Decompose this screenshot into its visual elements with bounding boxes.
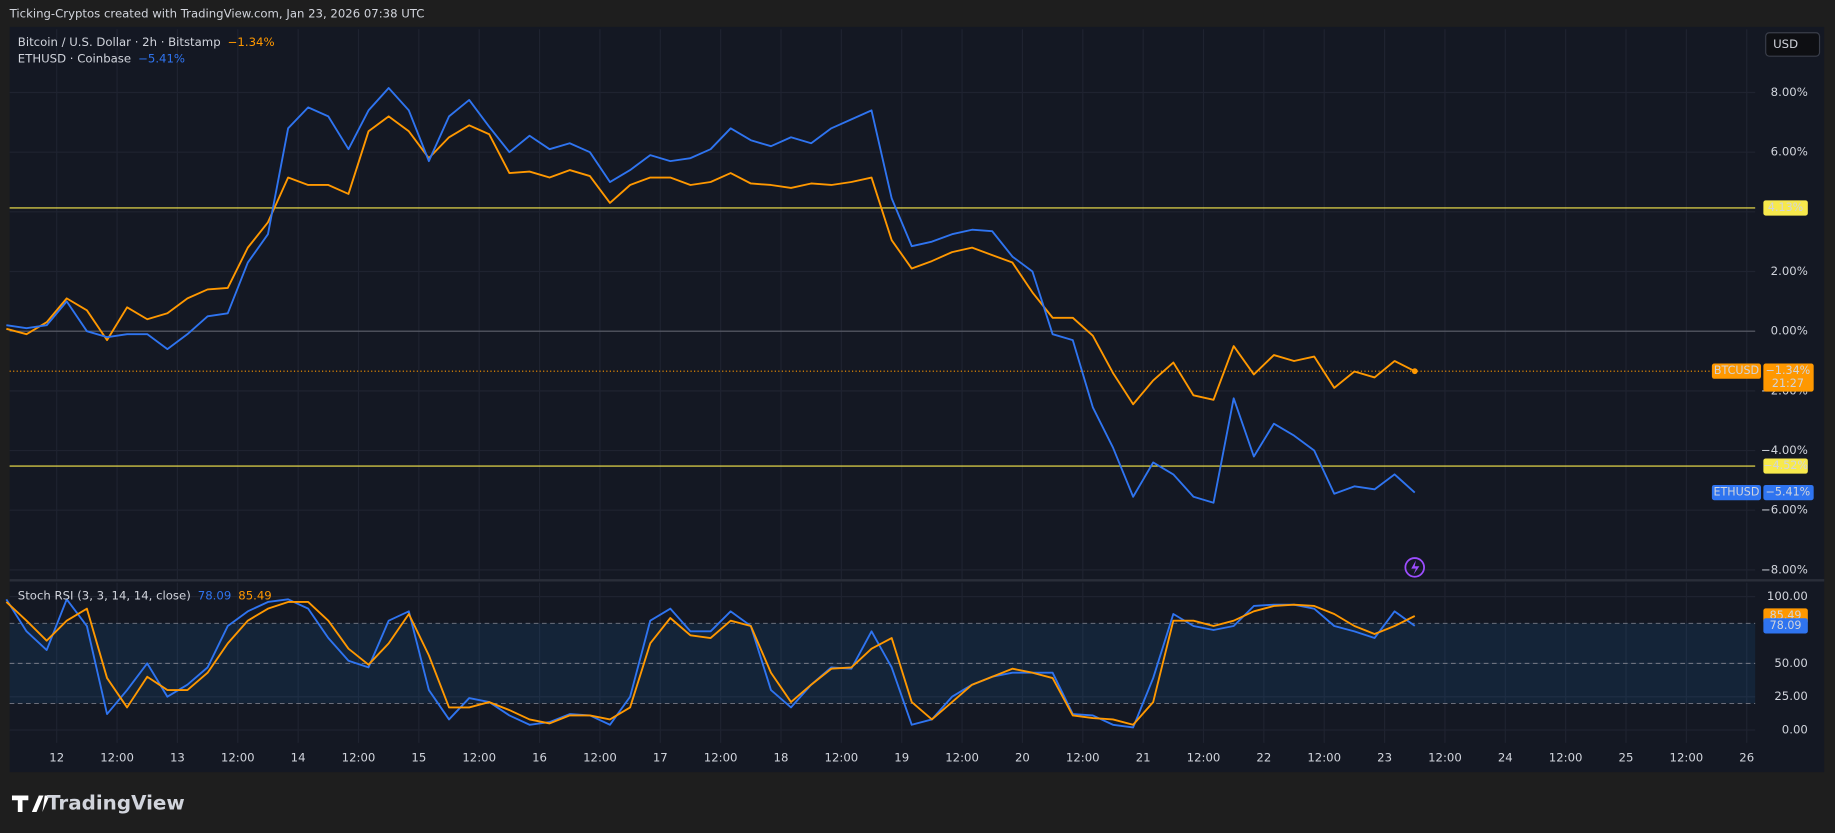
x-tick-label: 12:00 [221,751,255,765]
legend-change: −5.41% [138,51,185,65]
price-tag [1763,484,1814,501]
x-tick-label: 12:00 [1066,751,1100,765]
x-tick-label: 13 [170,751,185,765]
x-tick-label: 21 [1136,751,1151,765]
alert-bolt [1411,560,1420,575]
x-tick-label: 12:00 [583,751,617,765]
x-tick-label: 12 [49,751,64,765]
x-tick-label: 14 [291,751,306,765]
hline-tag [1763,200,1808,216]
header: Ticking-Cryptos created with TradingView… [9,7,425,21]
indicator-title: Stoch RSI (3, 3, 14, 14, close) [18,588,191,602]
series-line [5,601,1416,726]
symbol-label: BTCUSD [1714,364,1759,377]
currency-button[interactable] [1765,32,1821,57]
legend-change: −1.34% [228,35,275,49]
series-line [6,115,1416,406]
x-tick-label: 12:00 [100,751,134,765]
x-tick-label: 17 [653,751,668,765]
x-tick-label: 12:00 [945,751,979,765]
hline-label: 4.13% [1768,201,1803,214]
x-tick-label: 12:00 [825,751,859,765]
x-tick-label: 19 [894,751,909,765]
price-tag [1763,363,1814,392]
x-tick-label: 16 [532,751,547,765]
y-tick-label: 0.00% [1771,324,1808,338]
x-tick-label: 18 [774,751,789,765]
x-tick-label: 12:00 [1187,751,1221,765]
y-tick-label: −4.00% [1761,443,1808,457]
hline-tag [1763,458,1808,474]
x-tick-label: 12:00 [1549,751,1583,765]
hline-label: −4.52% [1763,459,1808,472]
x-tick-label: 12:00 [704,751,738,765]
indicator-tag-label: 78.09 [1770,619,1802,632]
chart-area [9,26,1825,773]
x-tick-label: 12:00 [462,751,496,765]
y-tick-label: 6.00% [1771,145,1808,159]
legend-entry: ETHUSD · Coinbase −5.41% [18,51,185,65]
currency-label[interactable]: USD [1773,37,1798,51]
countdown-label: 21:27 [1772,377,1804,390]
x-tick-label: 12:00 [1428,751,1462,765]
x-tick-label: 23 [1377,751,1392,765]
y-tick-label: −8.00% [1761,562,1808,576]
symbol-label: ETHUSD [1714,486,1760,499]
last-point [1411,368,1418,375]
chart-layer: 8.00%6.00%4.00%2.00%0.00%−2.00%−4.00%−6.… [5,29,1814,765]
x-tick-label: 12:00 [1307,751,1341,765]
legend-name: ETHUSD · Coinbase [18,51,131,65]
indicator-value: 85.49 [238,588,271,602]
y-tick-label: 0.00 [1782,723,1808,737]
price-label: −5.41% [1766,486,1811,499]
legend-entry: Bitcoin / U.S. Dollar · 2h · Bitstamp −1.… [18,35,275,49]
indicator-legend: Stoch RSI (3, 3, 14, 14, close) 78.09 85.4… [18,588,272,602]
x-tick-label: 25 [1619,751,1634,765]
y-tick-label: 8.00% [1771,85,1808,99]
y-tick-label: 50.00 [1774,656,1807,670]
y-tick-label: 2.00% [1771,264,1808,278]
series-line [6,87,1416,504]
x-tick-label: 26 [1739,751,1754,765]
indicator-tag [1763,618,1808,634]
y-tick-label: 25.00 [1774,689,1807,703]
x-tick-label: 24 [1498,751,1513,765]
y-tick-label: −6.00% [1761,503,1808,517]
indicator-value: 78.09 [198,588,231,602]
alert-icon[interactable] [1404,557,1425,578]
x-tick-label: 15 [411,751,426,765]
brand-logo [11,795,50,812]
y-tick-label: 100.00 [1767,589,1808,603]
symbol-tag [1711,363,1762,379]
x-tick-label: 22 [1256,751,1271,765]
symbol-tag [1711,484,1762,501]
series-line [5,598,1416,729]
x-tick-label: 20 [1015,751,1030,765]
x-tick-label: 12:00 [1670,751,1704,765]
legend-name: Bitcoin / U.S. Dollar · 2h · Bitstamp [18,35,221,49]
x-tick-label: 12:00 [342,751,376,765]
brand-name: TradingView [47,791,185,814]
price-label: −1.34% [1766,364,1811,377]
